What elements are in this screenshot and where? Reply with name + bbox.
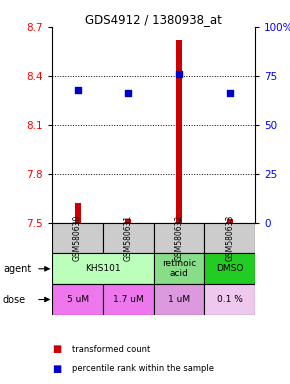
Bar [204, 253, 255, 284]
Text: ■: ■ [52, 344, 61, 354]
Bar [154, 253, 204, 284]
Text: GSM580633: GSM580633 [225, 215, 234, 261]
Point [227, 90, 232, 96]
Point [126, 90, 130, 96]
Bar [52, 253, 154, 284]
Text: KHS101: KHS101 [85, 264, 121, 273]
Text: 5 uM: 5 uM [66, 295, 89, 304]
Bar [52, 223, 103, 253]
Text: DMSO: DMSO [216, 264, 244, 273]
Bar [103, 223, 154, 253]
Bar [176, 40, 182, 223]
Bar [204, 223, 255, 253]
Bar [154, 223, 204, 253]
Text: 1.7 uM: 1.7 uM [113, 295, 144, 304]
Text: 0.1 %: 0.1 % [217, 295, 243, 304]
Text: 1 uM: 1 uM [168, 295, 190, 304]
Text: percentile rank within the sample: percentile rank within the sample [72, 364, 215, 373]
Bar [125, 220, 131, 223]
Text: GSM580630: GSM580630 [73, 215, 82, 261]
Text: transformed count: transformed count [72, 345, 151, 354]
Text: retinoic
acid: retinoic acid [162, 259, 196, 278]
Text: GSM580632: GSM580632 [175, 215, 184, 261]
Title: GDS4912 / 1380938_at: GDS4912 / 1380938_at [85, 13, 222, 26]
Bar [204, 284, 255, 315]
Point [75, 86, 80, 93]
Text: ■: ■ [52, 364, 61, 374]
Text: dose: dose [3, 295, 26, 305]
Bar [52, 284, 103, 315]
Text: GSM580631: GSM580631 [124, 215, 133, 261]
Bar [103, 284, 154, 315]
Bar [154, 284, 204, 315]
Text: agent: agent [3, 264, 31, 274]
Point [177, 71, 182, 77]
Bar [227, 220, 233, 223]
Bar [75, 203, 81, 223]
